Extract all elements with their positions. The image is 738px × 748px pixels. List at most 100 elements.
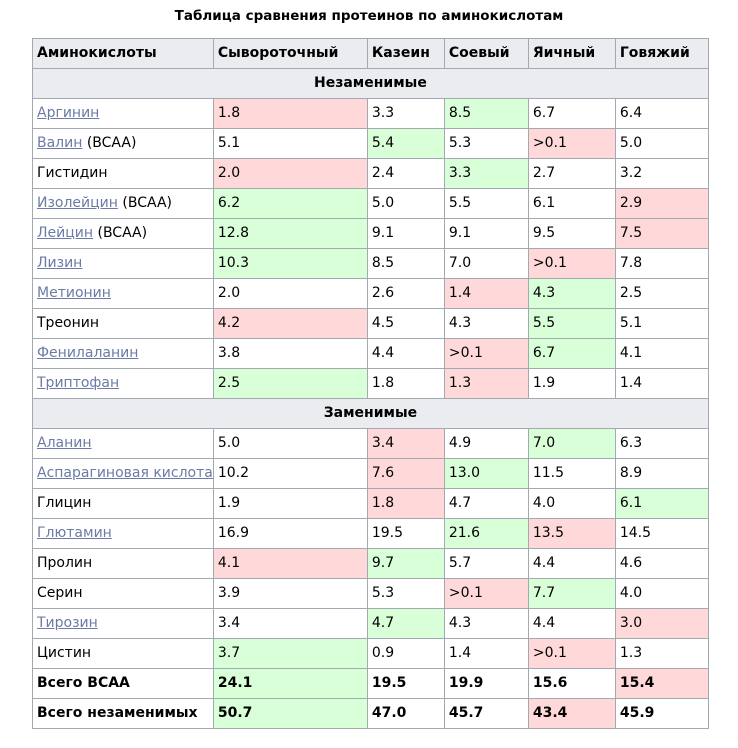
amino-acid-name-cell: Цистин: [32, 638, 214, 669]
amino-acid-link[interactable]: Лизин: [37, 255, 83, 271]
table-caption: Таблица сравнения протеинов по аминокисл…: [174, 8, 564, 24]
header-amino-acids: Аминокислоты: [32, 38, 214, 69]
total-label: Всего BCAA: [32, 668, 214, 699]
value-cell: 4.1: [212, 548, 368, 579]
value-cell: 4.5: [366, 308, 445, 339]
amino-acid-link[interactable]: Метионин: [37, 285, 111, 301]
amino-acid-name-cell: Изолейцин (BCAA): [32, 188, 214, 219]
value-cell: 24.1: [212, 668, 368, 699]
value-cell: 4.3: [443, 308, 529, 339]
value-cell: 6.4: [614, 98, 709, 129]
value-cell: 7.8: [614, 248, 709, 279]
amino-acid-name-cell: Треонин: [32, 308, 214, 339]
value-cell: 2.5: [614, 278, 709, 309]
amino-acid-name-cell: Аргинин: [32, 98, 214, 129]
amino-acid-name-cell: Лизин: [32, 248, 214, 279]
value-cell: 9.1: [443, 218, 529, 249]
header-egg: Яичный: [527, 38, 616, 69]
value-cell: 1.4: [614, 368, 709, 399]
value-cell: 16.9: [212, 518, 368, 549]
amino-acid-name-cell: Пролин: [32, 548, 214, 579]
amino-acid-link[interactable]: Изолейцин: [37, 195, 118, 211]
amino-acid-link[interactable]: Триптофан: [37, 375, 120, 391]
value-cell: 19.9: [443, 668, 529, 699]
value-cell: 2.6: [366, 278, 445, 309]
value-cell: 13.5: [527, 518, 616, 549]
value-cell: 5.5: [527, 308, 616, 339]
value-cell: 3.9: [212, 578, 368, 609]
bcaa-tag: (BCAA): [82, 135, 137, 151]
amino-acid-name: Пролин: [37, 555, 93, 571]
value-cell: 5.1: [614, 308, 709, 339]
value-cell: 2.0: [212, 278, 368, 309]
amino-acid-name-cell: Фенилаланин: [32, 338, 214, 369]
amino-acid-name-cell: Лейцин (BCAA): [32, 218, 214, 249]
value-cell: 8.5: [366, 248, 445, 279]
value-cell: 4.3: [443, 608, 529, 639]
amino-acid-name-cell: Глютамин: [32, 518, 214, 549]
header-whey: Сывороточный: [212, 38, 368, 69]
value-cell: 1.8: [212, 98, 368, 129]
bcaa-tag: (BCAA): [117, 195, 172, 211]
total-row: Всего BCAA 24.1 19.5 19.9 15.6 15.4: [32, 668, 709, 699]
value-cell: 7.5: [614, 218, 709, 249]
amino-acid-name: Серин: [37, 585, 83, 601]
table-row: Аланин 5.0 3.4 4.9 7.0 6.3: [32, 428, 709, 459]
amino-acid-link[interactable]: Фенилаланин: [37, 345, 139, 361]
amino-acid-link[interactable]: Аргинин: [37, 105, 100, 121]
amino-acid-name: Цистин: [37, 645, 92, 661]
amino-acid-link[interactable]: Аспарагиновая кислота: [37, 465, 213, 481]
header-soy: Соевый: [443, 38, 529, 69]
value-cell: 43.4: [527, 698, 616, 729]
value-cell: 1.9: [527, 368, 616, 399]
value-cell: 19.5: [366, 518, 445, 549]
amino-acid-link[interactable]: Аланин: [37, 435, 92, 451]
amino-acid-name-cell: Аспарагиновая кислота: [32, 458, 214, 489]
total-row: Всего незаменимых 50.7 47.0 45.7 43.4 45.9: [32, 698, 709, 729]
value-cell: 5.5: [443, 188, 529, 219]
value-cell: 3.3: [366, 98, 445, 129]
value-cell: 2.0: [212, 158, 368, 189]
table-row: Метионин 2.0 2.6 1.4 4.3 2.5: [32, 278, 709, 309]
amino-acid-link[interactable]: Валин: [37, 135, 83, 151]
value-cell: 6.7: [527, 98, 616, 129]
table-row: Глицин 1.9 1.8 4.7 4.0 6.1: [32, 488, 709, 519]
amino-acid-link[interactable]: Глютамин: [37, 525, 112, 541]
value-cell: >0.1: [443, 338, 529, 369]
amino-acid-name: Треонин: [37, 315, 100, 331]
section-header: Заменимые: [32, 398, 709, 429]
value-cell: 2.7: [527, 158, 616, 189]
amino-acid-link[interactable]: Лейцин: [37, 225, 94, 241]
table-row: Валин (BCAA) 5.1 5.4 5.3 >0.1 5.0: [32, 128, 709, 159]
value-cell: 4.9: [443, 428, 529, 459]
value-cell: 9.5: [527, 218, 616, 249]
value-cell: 45.7: [443, 698, 529, 729]
value-cell: 6.1: [614, 488, 709, 519]
amino-acid-link[interactable]: Тирозин: [37, 615, 98, 631]
value-cell: 9.1: [366, 218, 445, 249]
value-cell: 5.4: [366, 128, 445, 159]
value-cell: 3.4: [366, 428, 445, 459]
table-row: Аргинин 1.8 3.3 8.5 6.7 6.4: [32, 98, 709, 129]
value-cell: 3.0: [614, 608, 709, 639]
amino-acid-comparison-table: Аминокислоты Сывороточный Казеин Соевый …: [32, 38, 709, 729]
value-cell: 2.9: [614, 188, 709, 219]
value-cell: 7.0: [443, 248, 529, 279]
value-cell: >0.1: [527, 248, 616, 279]
value-cell: 6.3: [614, 428, 709, 459]
value-cell: 13.0: [443, 458, 529, 489]
value-cell: 0.9: [366, 638, 445, 669]
table-row: Триптофан 2.5 1.8 1.3 1.9 1.4: [32, 368, 709, 399]
value-cell: 3.2: [614, 158, 709, 189]
table-row: Серин 3.9 5.3 >0.1 7.7 4.0: [32, 578, 709, 609]
value-cell: 47.0: [366, 698, 445, 729]
value-cell: 50.7: [212, 698, 368, 729]
header-row: Аминокислоты Сывороточный Казеин Соевый …: [32, 38, 709, 69]
value-cell: 15.6: [527, 668, 616, 699]
value-cell: 8.9: [614, 458, 709, 489]
section-row: Заменимые: [32, 398, 709, 429]
section-header: Незаменимые: [32, 68, 709, 99]
bcaa-tag: (BCAA): [93, 225, 148, 241]
value-cell: 5.0: [212, 428, 368, 459]
value-cell: 45.9: [614, 698, 709, 729]
